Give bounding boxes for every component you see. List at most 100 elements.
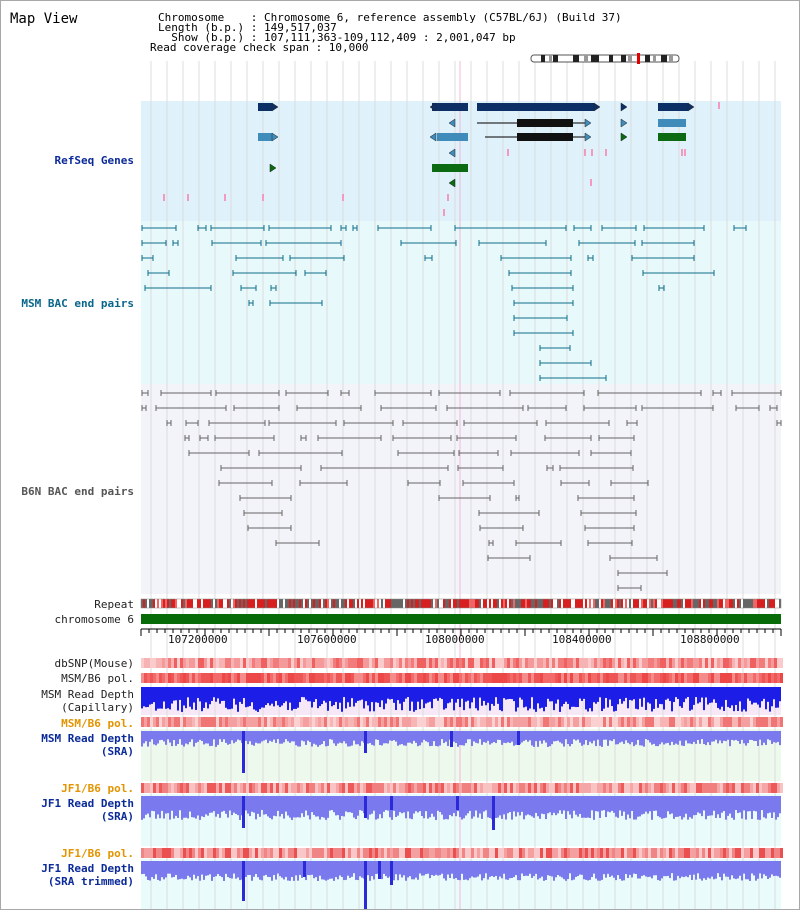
density-cell	[228, 673, 231, 683]
density-cell	[168, 717, 171, 727]
density-cell	[471, 717, 474, 727]
read-depth-bar	[533, 731, 535, 747]
read-depth-bar	[357, 796, 359, 816]
read-depth-bar	[161, 687, 163, 709]
repeat-element	[591, 599, 593, 608]
read-depth-bar	[355, 687, 357, 703]
density-cell	[357, 717, 360, 727]
density-cell	[582, 658, 585, 668]
snp-marker	[443, 209, 445, 216]
density-cell	[438, 783, 441, 793]
read-depth-bar	[237, 687, 239, 712]
density-cell	[300, 848, 303, 858]
repeat-element	[495, 599, 497, 608]
density-cell	[456, 673, 459, 683]
read-depth-bar	[469, 796, 471, 811]
read-depth-bar	[763, 796, 765, 818]
density-cell	[465, 658, 468, 668]
read-depth-bar	[643, 731, 645, 747]
density-cell	[732, 717, 735, 727]
read-depth-bar	[343, 731, 345, 742]
read-depth-bar	[761, 861, 763, 879]
density-cell	[246, 658, 249, 668]
read-depth-bar	[669, 796, 671, 815]
read-depth-bar	[287, 731, 289, 742]
read-depth-bar	[157, 861, 159, 880]
read-depth-bar	[157, 687, 159, 709]
density-cell	[612, 717, 615, 727]
density-cell	[741, 848, 744, 858]
track-label-refseq[interactable]: RefSeq Genes	[54, 154, 134, 167]
density-cell	[726, 717, 729, 727]
read-depth-bar	[691, 861, 693, 880]
read-depth-bar	[251, 731, 253, 745]
read-depth-bar	[679, 861, 681, 879]
density-cell	[459, 717, 462, 727]
density-cell	[759, 673, 762, 683]
track-label-msm-bac[interactable]: MSM BAC end pairs	[21, 297, 134, 310]
track-label-b6n-bac[interactable]: B6N BAC end pairs	[21, 485, 134, 498]
repeat-element	[603, 599, 605, 608]
read-depth-bar	[199, 861, 201, 881]
read-depth-bar	[499, 687, 501, 711]
read-depth-bar	[231, 861, 233, 879]
density-cell	[270, 717, 273, 727]
read-depth-bar	[431, 687, 433, 709]
read-depth-bar	[469, 687, 471, 709]
read-depth-bar	[693, 861, 695, 875]
density-cell	[615, 717, 618, 727]
read-depth-bar	[249, 687, 251, 707]
read-depth-bar	[185, 796, 187, 818]
read-depth-bar	[205, 687, 207, 703]
read-depth-bar	[341, 796, 343, 816]
read-depth-bar	[509, 731, 511, 744]
read-depth-bar	[153, 861, 155, 879]
density-cell	[780, 848, 783, 858]
read-depth-bar	[267, 687, 269, 704]
read-depth-bar	[621, 731, 623, 742]
read-depth-bar	[205, 861, 207, 876]
read-depth-bar	[453, 687, 455, 711]
read-depth-bar	[755, 861, 757, 881]
density-cell	[417, 717, 420, 727]
read-depth-bar	[549, 861, 551, 876]
density-cell	[648, 658, 651, 668]
read-depth-bar	[555, 731, 557, 742]
read-depth-bar	[381, 861, 383, 880]
read-depth-bar	[361, 731, 363, 742]
read-depth-bar	[203, 731, 205, 745]
read-depth-bar	[163, 731, 165, 742]
read-depth-bar	[465, 687, 467, 702]
read-depth-bar	[705, 861, 707, 880]
density-cell	[372, 783, 375, 793]
read-depth-bar	[337, 687, 339, 709]
density-cell	[309, 673, 312, 683]
read-depth-bar	[449, 796, 451, 815]
density-cell	[201, 717, 204, 727]
density-cell	[378, 658, 381, 668]
read-depth-bar	[305, 687, 307, 700]
read-depth-bar	[677, 861, 679, 876]
read-depth-bar	[237, 731, 239, 740]
read-depth-bar	[481, 796, 483, 819]
repeat-element	[613, 599, 615, 608]
read-depth-bar	[431, 796, 433, 814]
density-cell	[300, 673, 303, 683]
repeat-element	[541, 599, 543, 608]
density-cell	[555, 658, 558, 668]
density-cell	[435, 673, 438, 683]
density-cell	[360, 783, 363, 793]
read-depth-bar	[727, 861, 729, 877]
read-depth-bar	[461, 861, 463, 874]
read-depth-bar	[543, 796, 545, 815]
read-depth-bar	[345, 861, 347, 880]
density-cell	[579, 783, 582, 793]
read-depth-bar	[559, 731, 561, 743]
density-cell	[351, 783, 354, 793]
density-cell	[153, 658, 156, 668]
read-depth-bar	[603, 796, 605, 811]
read-depth-bar	[687, 687, 689, 698]
repeat-element	[515, 599, 517, 608]
density-cell	[531, 658, 534, 668]
